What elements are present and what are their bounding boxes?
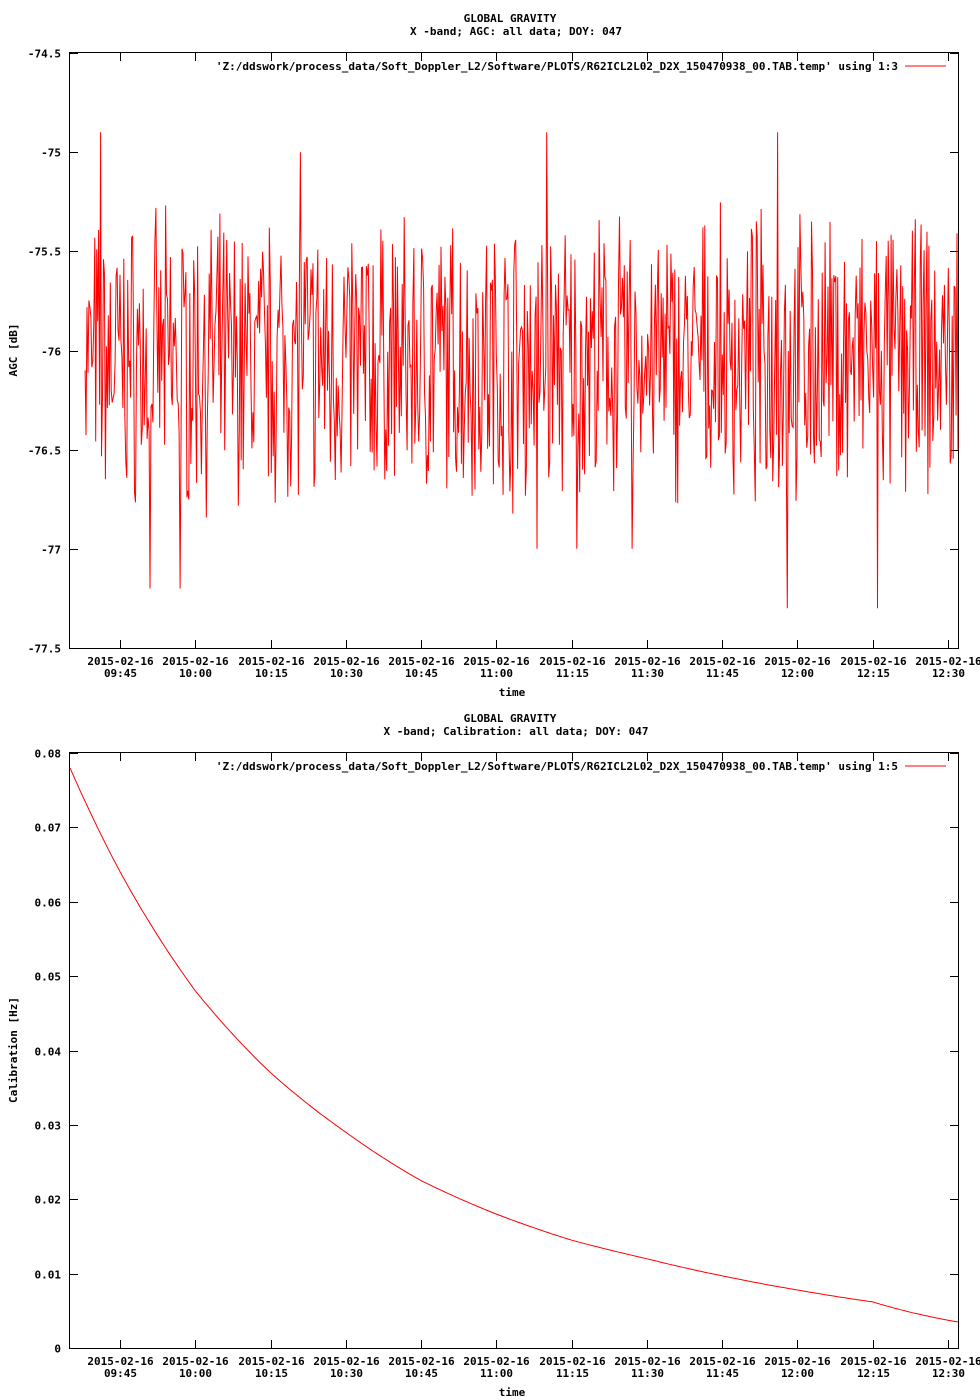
agc-x-tick-time: 10:15 [255,667,288,680]
calibration-legend-label: 'Z:/ddswork/process_data/Soft_Doppler_L2… [216,760,898,773]
agc-x-tick-time: 12:15 [857,667,890,680]
calibration-x-tick-date: 2015-02-16 [162,1355,229,1368]
calibration-x-tick-date: 2015-02-16 [915,1355,980,1368]
calibration-x-tick-time: 11:15 [556,1367,589,1380]
agc-y-tick-label: -74.5 [28,48,61,61]
agc-chart: GLOBAL GRAVITY X -band; AGC: all data; D… [7,12,980,699]
calibration-x-tick-time: 12:30 [932,1367,965,1380]
calibration-series-line [69,767,959,1323]
agc-x-tick-time: 11:00 [480,667,513,680]
agc-x-tick-date: 2015-02-16 [87,655,154,668]
calibration-y-tick-label: 0 [54,1343,61,1356]
agc-x-tick-time: 12:00 [781,667,814,680]
calibration-x-axis-label: time [499,1386,526,1399]
agc-x-tick-time: 10:45 [405,667,438,680]
calibration-x-tick-time: 11:00 [480,1367,513,1380]
agc-x-tick-time: 10:30 [330,667,363,680]
calibration-x-tick-time: 09:45 [104,1367,137,1380]
agc-x-tick-date: 2015-02-16 [539,655,606,668]
agc-subtitle: X -band; AGC: all data; DOY: 047 [410,25,622,38]
agc-x-tick-time: 11:45 [706,667,739,680]
agc-x-tick-date: 2015-02-16 [840,655,907,668]
agc-x-tick-time: 11:15 [556,667,589,680]
calibration-x-tick-date: 2015-02-16 [689,1355,756,1368]
agc-x-tick-date: 2015-02-16 [388,655,455,668]
calibration-y-tick-label: 0.01 [35,1269,62,1282]
calibration-subtitle: X -band; Calibration: all data; DOY: 047 [384,725,649,738]
agc-x-tick-date: 2015-02-16 [463,655,530,668]
calibration-x-tick-date: 2015-02-16 [388,1355,455,1368]
calibration-x-tick-time: 10:45 [405,1367,438,1380]
calibration-y-tick-label: 0.06 [35,897,62,910]
calibration-x-tick-time: 10:00 [179,1367,212,1380]
calibration-x-tick-time: 11:30 [631,1367,664,1380]
calibration-x-tick-date: 2015-02-16 [238,1355,305,1368]
calibration-x-tick-date: 2015-02-16 [87,1355,154,1368]
agc-y-axis-label: AGC [dB] [7,324,20,377]
agc-title: GLOBAL GRAVITY [464,12,557,25]
calibration-x-tick-date: 2015-02-16 [764,1355,831,1368]
calibration-x-tick-time: 11:45 [706,1367,739,1380]
calibration-x-tick-date: 2015-02-16 [463,1355,530,1368]
agc-x-tick-date: 2015-02-16 [614,655,681,668]
agc-x-tick-time: 12:30 [932,667,965,680]
agc-x-tick-time: 11:30 [631,667,664,680]
agc-y-tick-label: -77.5 [28,643,61,656]
agc-x-tick-date: 2015-02-16 [689,655,756,668]
calibration-x-tick-time: 10:30 [330,1367,363,1380]
agc-x-tick-date: 2015-02-16 [238,655,305,668]
agc-x-tick-time: 09:45 [104,667,137,680]
agc-plot-frame [69,52,959,649]
calibration-x-tick-date: 2015-02-16 [539,1355,606,1368]
agc-series-line [84,132,959,609]
calibration-x-tick-time: 12:00 [781,1367,814,1380]
agc-y-tick-label: -77 [41,544,61,557]
calibration-y-tick-label: 0.03 [35,1120,62,1133]
agc-x-tick-date: 2015-02-16 [915,655,980,668]
calibration-x-tick-date: 2015-02-16 [614,1355,681,1368]
calibration-y-tick-label: 0.07 [35,822,62,835]
calibration-chart: GLOBAL GRAVITY X -band; Calibration: all… [7,712,980,1399]
agc-y-tick-label: -76.5 [28,445,61,458]
calibration-x-tick-date: 2015-02-16 [840,1355,907,1368]
calibration-x-tick-date: 2015-02-16 [313,1355,380,1368]
calibration-plot-frame [69,752,959,1349]
agc-y-tick-label: -76 [41,346,61,359]
agc-x-tick-time: 10:00 [179,667,212,680]
agc-x-tick-date: 2015-02-16 [162,655,229,668]
calibration-y-tick-label: 0.04 [35,1046,62,1059]
agc-x-tick-date: 2015-02-16 [313,655,380,668]
agc-y-tick-label: -75.5 [28,246,61,259]
calibration-x-tick-time: 12:15 [857,1367,890,1380]
calibration-y-axis-label: Calibration [Hz] [7,997,20,1103]
calibration-y-tick-label: 0.02 [35,1194,62,1207]
agc-y-tick-label: -75 [41,147,61,160]
calibration-y-tick-label: 0.08 [35,748,62,761]
calibration-x-tick-time: 10:15 [255,1367,288,1380]
calibration-y-tick-label: 0.05 [35,971,62,984]
agc-legend-label: 'Z:/ddswork/process_data/Soft_Doppler_L2… [216,60,898,73]
calibration-title: GLOBAL GRAVITY [464,712,557,725]
agc-x-tick-date: 2015-02-16 [764,655,831,668]
agc-x-axis-label: time [499,686,526,699]
